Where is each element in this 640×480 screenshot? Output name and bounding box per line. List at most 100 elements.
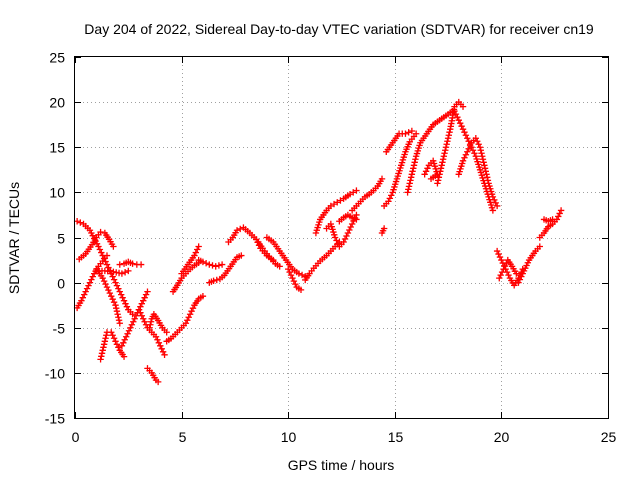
- data-point: [489, 207, 497, 214]
- data-point: [113, 341, 121, 348]
- data-point: [481, 165, 489, 172]
- data-point: [437, 168, 444, 175]
- data-point: [497, 271, 504, 279]
- x-tick-label: 25: [601, 429, 617, 445]
- data-point: [113, 304, 120, 312]
- data-point: [386, 195, 394, 202]
- data-point: [458, 122, 465, 130]
- data-point: [385, 198, 392, 205]
- data-point: [424, 165, 431, 172]
- data-track-16: [206, 252, 245, 286]
- data-point: [105, 264, 112, 271]
- data-point: [128, 321, 136, 328]
- data-point: [99, 347, 106, 354]
- data-point: [103, 332, 110, 339]
- data-point: [439, 156, 447, 163]
- data-point: [483, 171, 490, 178]
- x-tick-label: 10: [281, 429, 297, 445]
- data-point: [459, 157, 467, 164]
- data-point: [434, 180, 441, 187]
- data-point: [471, 150, 478, 157]
- y-tick-label: -5: [53, 321, 66, 337]
- data-point: [347, 223, 354, 231]
- data-point: [95, 243, 102, 250]
- data-point: [96, 246, 104, 253]
- data-point: [442, 144, 450, 151]
- data-point: [513, 270, 520, 277]
- data-point: [436, 171, 443, 178]
- data-point: [491, 196, 498, 204]
- data-track-22: [312, 187, 360, 237]
- data-point: [481, 162, 488, 169]
- data-point: [182, 320, 190, 327]
- data-point: [333, 237, 340, 244]
- data-point: [116, 320, 123, 327]
- y-tick-label: 5: [57, 231, 65, 247]
- data-point: [140, 315, 147, 322]
- data-point: [99, 274, 106, 282]
- y-tick-label: 15: [49, 140, 65, 156]
- data-point: [157, 342, 164, 349]
- data-point: [124, 330, 131, 337]
- data-point: [516, 276, 524, 283]
- data-point: [100, 344, 107, 351]
- data-point: [437, 165, 445, 172]
- data-point: [100, 341, 108, 348]
- data-point: [498, 256, 505, 264]
- data-point: [555, 213, 562, 220]
- data-point: [83, 285, 91, 292]
- data-point: [202, 260, 210, 267]
- data-point: [443, 141, 450, 148]
- data-track-35: [496, 256, 520, 282]
- data-point: [191, 252, 198, 259]
- data-point: [131, 315, 138, 322]
- data-point: [461, 154, 468, 161]
- data-track-32: [455, 135, 501, 210]
- data-point: [161, 351, 168, 359]
- data-point: [116, 261, 123, 268]
- data-point: [186, 311, 194, 318]
- data-point: [475, 141, 482, 148]
- data-point: [483, 174, 491, 181]
- data-point: [147, 318, 155, 325]
- data-point: [115, 285, 122, 292]
- data-point: [209, 262, 216, 269]
- data-point: [292, 280, 299, 288]
- data-point: [206, 261, 213, 268]
- data-point: [444, 138, 451, 145]
- data-point: [213, 276, 220, 284]
- data-point: [89, 273, 96, 280]
- data-point: [341, 235, 349, 243]
- data-track-12: [163, 292, 207, 345]
- data-point: [137, 261, 145, 268]
- data-point: [455, 116, 462, 124]
- data-point: [404, 189, 411, 196]
- data-point: [109, 295, 116, 303]
- y-tick-label: 25: [49, 50, 65, 66]
- data-point: [210, 277, 217, 285]
- data-point: [102, 280, 109, 288]
- data-point: [115, 344, 122, 351]
- data-point: [480, 159, 487, 166]
- data-point: [163, 329, 170, 336]
- data-point: [484, 177, 492, 184]
- data-point: [406, 180, 413, 187]
- data-point: [125, 267, 132, 275]
- data-point: [119, 294, 126, 301]
- data-point: [493, 247, 501, 255]
- data-point: [141, 294, 148, 301]
- data-point: [407, 177, 414, 184]
- data-track-31: [451, 107, 497, 214]
- data-point: [459, 126, 467, 133]
- data-point: [102, 335, 109, 342]
- data-point: [118, 342, 126, 349]
- data-track-36: [515, 243, 543, 286]
- data-point: [500, 265, 507, 273]
- data-point: [194, 246, 201, 253]
- y-tick-label: 10: [49, 185, 65, 201]
- data-point: [536, 243, 543, 250]
- data-point: [446, 129, 453, 136]
- data-point: [462, 151, 470, 158]
- data-point: [189, 304, 197, 312]
- data-point: [77, 219, 84, 226]
